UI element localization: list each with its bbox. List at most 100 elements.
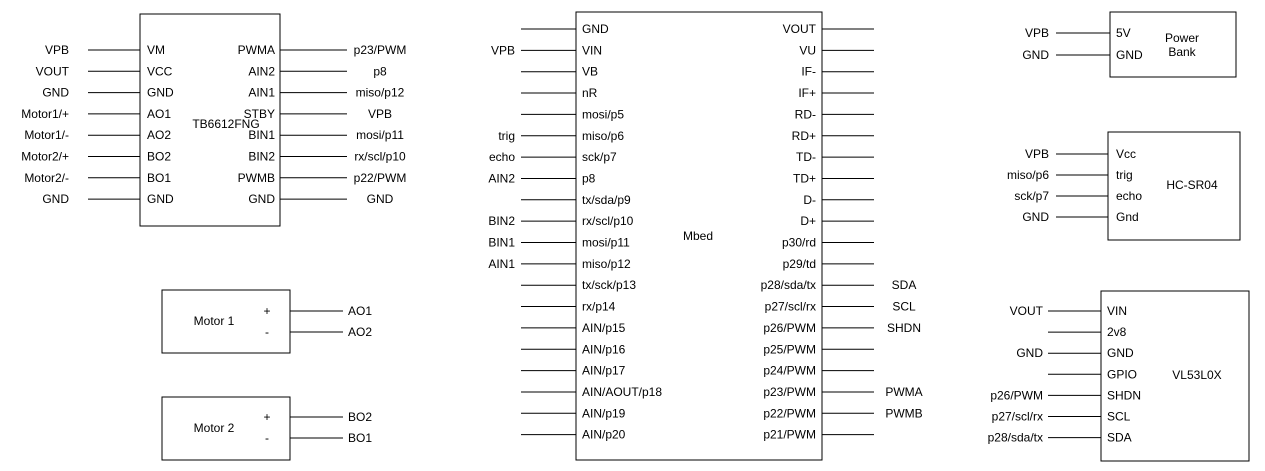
mbed-pin-label: D-	[803, 193, 816, 207]
mbed-pin-label: sck/p7	[582, 150, 617, 164]
vl53l0x-label: VL53L0X	[1172, 368, 1221, 382]
mbed-net-label: SHDN	[887, 321, 921, 335]
mbed-net-label: AIN1	[488, 257, 515, 271]
mbed-pin-label: p30/rd	[782, 236, 816, 250]
motor1-pin-label: -	[265, 325, 269, 339]
mbed-label: Mbed	[683, 229, 713, 243]
mbed-pin-label: VB	[582, 65, 598, 79]
hcsr04-net-label: miso/p6	[1007, 168, 1049, 182]
vl53l0x-pin-label: VIN	[1107, 304, 1127, 318]
tb6612-pin-label: STBY	[244, 107, 275, 121]
mbed-pin-label: D+	[800, 214, 816, 228]
vl53l0x-pin-label: 2v8	[1107, 325, 1127, 339]
mbed-net-label: PWMB	[885, 406, 922, 420]
vl53l0x-pin-label: SDA	[1107, 431, 1132, 445]
motor1-box	[161, 289, 291, 354]
tb6612-pin-label: AIN2	[248, 64, 275, 78]
tb6612-net-label: p23/PWM	[354, 43, 407, 57]
vl53l0x-pin-label: GND	[1107, 346, 1134, 360]
hcsr04-net-label: GND	[1022, 210, 1049, 224]
tb6612-label: TB6612FNG	[192, 117, 259, 131]
mbed-pin-label: AIN/AOUT/p18	[582, 385, 662, 399]
tb6612-pin-label: BO2	[147, 150, 171, 164]
vl53l0x-box	[1100, 290, 1250, 462]
tb6612-pin-label: GND	[248, 192, 275, 206]
tb6612-net-label: Motor1/-	[24, 128, 69, 142]
powerbank-net-label: VPB	[1025, 26, 1049, 40]
mbed-pin-label: RD-	[795, 107, 816, 121]
powerbank-net-label: GND	[1022, 48, 1049, 62]
tb6612-net-label: Motor2/+	[21, 150, 69, 164]
mbed-pin-label: VU	[799, 43, 816, 57]
tb6612-net-label: Motor2/-	[24, 171, 69, 185]
motor2-net-label: BO2	[348, 410, 372, 424]
mbed-pin-label: p22/PWM	[763, 406, 816, 420]
mbed-pin-label: p21/PWM	[763, 428, 816, 442]
tb6612-pin-label: BO1	[147, 171, 171, 185]
hcsr04-pin-label: trig	[1116, 168, 1133, 182]
mbed-pin-label: p27/scl/rx	[765, 300, 816, 314]
tb6612-pin-label: GND	[147, 86, 174, 100]
vl53l0x-net-label: p26/PWM	[990, 388, 1043, 402]
tb6612-pin-label: AO1	[147, 107, 171, 121]
tb6612-net-label: VPB	[368, 107, 392, 121]
mbed-pin-label: IF+	[798, 86, 816, 100]
mbed-pin-label: AIN/p20	[582, 428, 626, 442]
powerbank-pin-label: 5V	[1116, 26, 1131, 40]
powerbank-pin-label: GND	[1116, 48, 1143, 62]
mbed-pin-label: nR	[582, 86, 598, 100]
motor2-pin-label: +	[263, 410, 270, 424]
mbed-net-label: VPB	[491, 43, 515, 57]
mbed-pin-label: TD-	[796, 150, 816, 164]
tb6612-net-label: p8	[373, 64, 387, 78]
mbed-pin-label: p23/PWM	[763, 385, 816, 399]
vl53l0x-net-label: GND	[1016, 346, 1043, 360]
tb6612-net-label: GND	[367, 192, 394, 206]
vl53l0x-net-label: p28/sda/tx	[988, 431, 1043, 445]
mbed-net-label: BIN1	[488, 236, 515, 250]
motor1-pin-label: +	[263, 304, 270, 318]
mbed-pin-label: p24/PWM	[763, 364, 816, 378]
tb6612-pin-label: PWMA	[238, 43, 275, 57]
tb6612-pin-label: BIN1	[248, 128, 275, 142]
hcsr04-pin-label: Vcc	[1116, 147, 1136, 161]
tb6612-net-label: p22/PWM	[354, 171, 407, 185]
mbed-pin-label: AIN/p17	[582, 364, 626, 378]
tb6612-net-label: rx/scl/p10	[354, 150, 406, 164]
mbed-pin-label: AIN/p16	[582, 342, 626, 356]
tb6612-net-label: VPB	[45, 43, 69, 57]
mbed-pin-label: p25/PWM	[763, 342, 816, 356]
tb6612-pin-label: PWMB	[238, 171, 275, 185]
mbed-net-label: PWMA	[885, 385, 922, 399]
mbed-net-label: SCL	[892, 300, 916, 314]
mbed-pin-label: mosi/p5	[582, 107, 624, 121]
tb6612-pin-label: AO2	[147, 128, 171, 142]
mbed-pin-label: miso/p12	[582, 257, 631, 271]
mbed-pin-label: p8	[582, 171, 596, 185]
hcsr04-label: HC-SR04	[1166, 178, 1218, 192]
powerbank-label-line: Bank	[1168, 45, 1196, 59]
tb6612-net-label: VOUT	[36, 64, 70, 78]
motor2-net-label: BO1	[348, 431, 372, 445]
hcsr04-box	[1107, 131, 1241, 241]
mbed-pin-label: rx/p14	[582, 300, 616, 314]
mbed-net-label: trig	[498, 129, 515, 143]
mbed-pin-label: p26/PWM	[763, 321, 816, 335]
motor1-label: Motor 1	[194, 314, 235, 328]
mbed-net-label: SDA	[892, 278, 917, 292]
tb6612-pin-label: VM	[147, 43, 165, 57]
tb6612-net-label: miso/p12	[356, 86, 405, 100]
hcsr04-pin-label: echo	[1116, 189, 1142, 203]
hcsr04-net-label: VPB	[1025, 147, 1049, 161]
mbed-net-label: BIN2	[488, 214, 515, 228]
tb6612-net-label: GND	[42, 192, 69, 206]
vl53l0x-pin-label: SHDN	[1107, 388, 1141, 402]
mbed-pin-label: tx/sda/p9	[582, 193, 631, 207]
vl53l0x-net-label: VOUT	[1010, 304, 1044, 318]
tb6612-pin-label: GND	[147, 192, 174, 206]
tb6612-box	[139, 13, 281, 227]
mbed-pin-label: mosi/p11	[582, 236, 630, 250]
motor1-net-label: AO1	[348, 304, 372, 318]
mbed-pin-label: AIN/p15	[582, 321, 626, 335]
